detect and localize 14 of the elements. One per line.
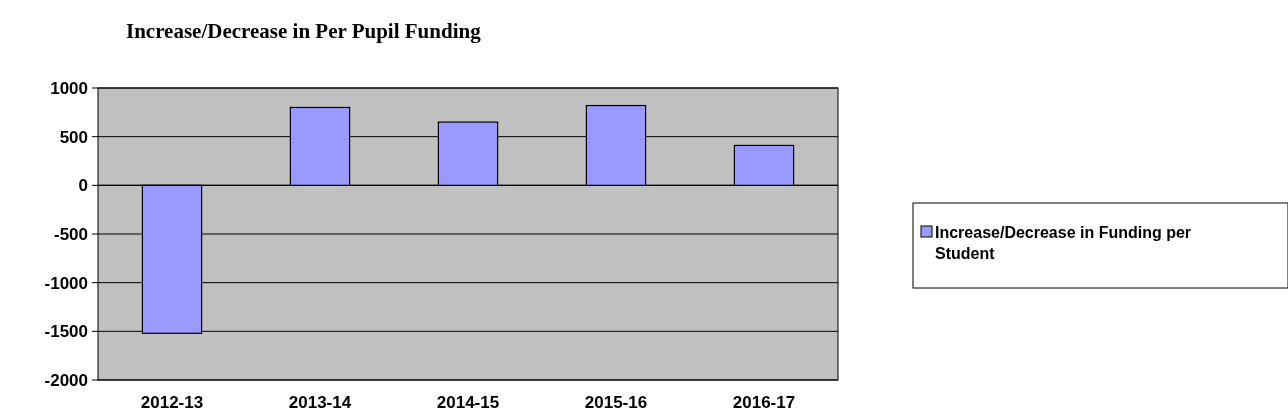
- y-tick-label: 500: [59, 127, 88, 147]
- x-tick-label: 2012-13: [140, 393, 204, 412]
- chart-title: Increase/Decrease in Per Pupil Funding: [126, 19, 482, 43]
- y-tick-label: 0: [78, 176, 88, 196]
- y-tick-label: -2000: [44, 370, 88, 390]
- y-tick-label: -1000: [44, 273, 88, 293]
- legend-label: Increase/Decrease in Funding per Student: [935, 224, 1192, 262]
- x-tick-label: 2015-16: [584, 393, 648, 412]
- y-tick-label: -1500: [44, 322, 88, 342]
- x-tick-label: 2016-17: [732, 393, 796, 412]
- x-tick-label: 2013-14: [288, 393, 352, 412]
- y-tick-label: 1000: [50, 78, 88, 98]
- x-tick-label: 2014-15: [436, 393, 500, 412]
- y-tick-label: -500: [53, 224, 88, 244]
